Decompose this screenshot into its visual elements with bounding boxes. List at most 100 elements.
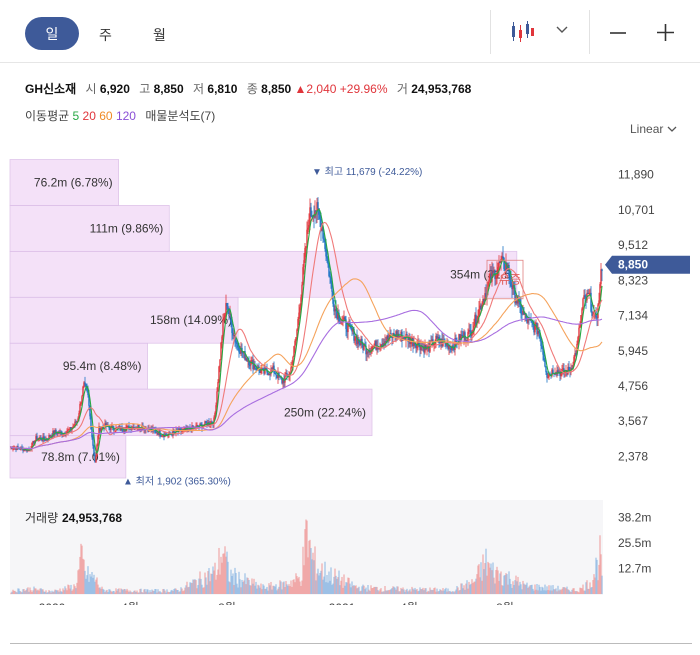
- divider: [589, 10, 590, 54]
- volume-bar: [446, 591, 448, 594]
- tab-day[interactable]: 일: [25, 17, 79, 50]
- volume-profile-bar: [9, 205, 170, 252]
- y-tick-label: 4,756: [618, 379, 648, 393]
- volume-tick-label: 25.5m: [618, 536, 651, 550]
- volume-bar: [102, 588, 104, 594]
- candle-body: [61, 432, 63, 436]
- volume-bar: [361, 586, 363, 594]
- candle-body: [346, 329, 348, 333]
- candle-body: [454, 338, 456, 350]
- volume-bar: [330, 567, 332, 594]
- candle-body: [450, 346, 452, 351]
- volume-bar: [17, 588, 19, 594]
- volume-bar: [190, 582, 192, 594]
- volume-bar: [118, 588, 120, 594]
- ma-label: 이동평균: [25, 109, 70, 123]
- candle-body: [581, 308, 583, 316]
- volume-bar: [257, 584, 259, 594]
- zoom-in-icon[interactable]: [656, 23, 675, 42]
- volume-bar: [528, 586, 530, 594]
- candle-body: [270, 368, 272, 375]
- candle-body: [56, 432, 58, 435]
- candle-body: [173, 430, 175, 432]
- volume-bar: [566, 586, 568, 594]
- volume-bar: [459, 589, 461, 594]
- candle-body: [579, 326, 581, 328]
- tab-week[interactable]: 주: [99, 27, 112, 43]
- volume-bar: [513, 585, 515, 594]
- volume-bar: [417, 591, 419, 594]
- volume-bar: [168, 592, 170, 594]
- candle-body: [264, 368, 266, 374]
- x-tick-label: 4월: [121, 601, 139, 605]
- volume-bar: [524, 584, 526, 594]
- volume-bar: [114, 592, 116, 594]
- candle-body: [489, 274, 491, 280]
- volume-bar: [155, 589, 157, 594]
- candle-body: [299, 307, 301, 313]
- volume-bar: [259, 587, 261, 594]
- volume-bar: [506, 574, 508, 594]
- candle-body: [108, 426, 110, 428]
- volume-bar: [22, 589, 24, 594]
- tab-month[interactable]: 월: [153, 27, 166, 43]
- candle-body: [219, 359, 221, 367]
- volume-bar: [38, 590, 40, 594]
- volume-bar: [252, 583, 254, 594]
- current-price-label: 8,850: [618, 258, 648, 272]
- candlestick-icon[interactable]: [509, 20, 535, 44]
- volume-bar: [301, 580, 303, 594]
- zoom-out-icon[interactable]: [609, 24, 627, 42]
- candle-body: [413, 342, 415, 347]
- volume-bar: [523, 583, 525, 594]
- volume-bar: [599, 535, 601, 594]
- candle-body: [224, 314, 226, 318]
- volume-profile-label: 95.4m (8.48%): [63, 359, 142, 373]
- volume-bar: [546, 586, 548, 594]
- volume-bar: [248, 579, 250, 594]
- volume-bar: [275, 584, 277, 594]
- volume-bar: [432, 589, 434, 594]
- candle-body: [254, 365, 256, 369]
- candle-body: [265, 368, 267, 370]
- volume-bar: [77, 570, 79, 594]
- volume-bar: [237, 587, 239, 594]
- candle-body: [97, 435, 99, 445]
- candle-body: [500, 258, 502, 264]
- volume-bar: [78, 569, 80, 594]
- volume-bar: [553, 589, 555, 594]
- candle-body: [44, 439, 46, 441]
- volume-bar: [106, 589, 108, 594]
- volume-bar: [324, 561, 326, 594]
- candle-body: [505, 262, 507, 271]
- volume-bar: [223, 553, 225, 594]
- candle-body: [101, 426, 103, 429]
- volume-bar: [539, 586, 541, 594]
- volume-bar: [108, 589, 110, 594]
- volume-bar: [331, 584, 333, 594]
- chevron-down-icon[interactable]: [556, 26, 568, 34]
- price-chart[interactable]: 78.8m (7.01%) 250m (22.24%) 95.4m (8.48%) 1…: [0, 140, 700, 605]
- candle-body: [317, 202, 319, 209]
- volume-bar: [306, 520, 308, 594]
- volume-bar: [199, 571, 201, 594]
- scale-toggle[interactable]: Linear: [630, 122, 677, 136]
- volume-bar: [423, 590, 425, 594]
- moving-average-legend[interactable]: 이동평균 5 20 60 120 매물분석도(7): [25, 107, 215, 124]
- candle-body: [354, 338, 356, 341]
- volume-bar: [348, 577, 350, 594]
- candle-body: [575, 353, 577, 355]
- candle-body: [209, 424, 211, 426]
- volume-bar: [128, 591, 130, 594]
- volume-bar: [588, 588, 590, 594]
- candle-body: [246, 358, 248, 362]
- candle-body: [36, 436, 38, 440]
- volume-bar: [316, 573, 318, 594]
- candle-body: [418, 341, 420, 347]
- volume-bar: [143, 589, 145, 594]
- volume-bar: [71, 590, 73, 594]
- volume-bar: [80, 543, 82, 594]
- volume-bar: [349, 583, 351, 594]
- candle-body: [562, 368, 564, 370]
- volume-bar: [228, 581, 230, 594]
